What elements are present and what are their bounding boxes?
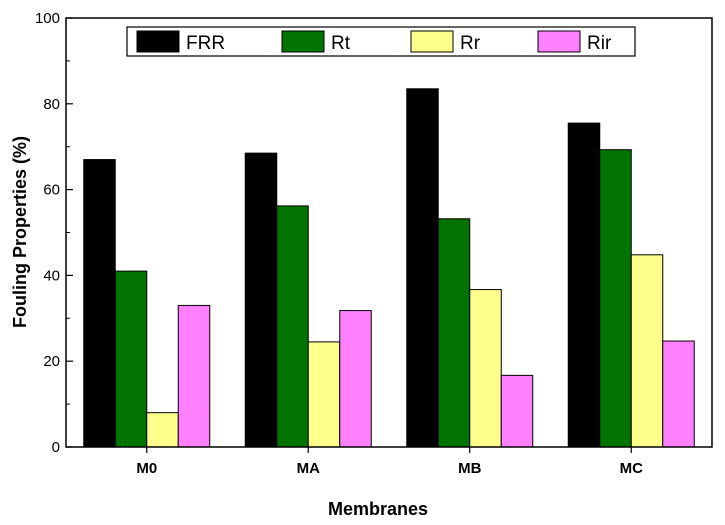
x-tick-label: MA <box>297 460 320 477</box>
bar-rir-m0 <box>177 304 211 448</box>
legend-label-rr: Rr <box>460 33 481 54</box>
legend-swatch-frr <box>136 30 180 53</box>
bar-rr-mb <box>469 289 502 448</box>
y-tick-label: 20 <box>43 353 60 370</box>
bar-rr-ma <box>307 341 341 448</box>
bar-rir-mc <box>662 340 695 448</box>
y-tick-label: 60 <box>43 182 60 199</box>
legend-items: FRR Rt Rr Rir <box>136 30 612 54</box>
bar-rt-mb <box>437 218 471 448</box>
bar-rt-mc <box>599 149 632 448</box>
y-ticks-group: 0 20 40 60 80 100 <box>35 10 73 456</box>
legend-label-rt: Rt <box>331 33 351 54</box>
x-tick-label: M0 <box>136 460 157 477</box>
bar-frr-ma <box>244 152 278 448</box>
x-tick-label: MB <box>458 460 481 477</box>
y-tick-label: 40 <box>43 267 60 284</box>
legend-swatch-rr <box>410 30 454 53</box>
legend-swatch-rir <box>537 30 581 53</box>
x-ticks-group: M0 MA MB MC <box>136 447 643 477</box>
y-axis-title: Fouling Properties (%) <box>10 136 30 328</box>
y-tick-label: 100 <box>35 10 60 27</box>
y-tick-label: 80 <box>43 96 60 113</box>
y-tick-label: 0 <box>52 439 60 456</box>
bar-frr-m0 <box>83 159 116 448</box>
bar-frr-mb <box>406 88 439 448</box>
bars-group <box>83 88 695 448</box>
legend-label-rir: Rir <box>587 33 612 54</box>
plot-frame <box>65 17 713 448</box>
bar-rt-ma <box>276 205 309 448</box>
bar-rt-m0 <box>114 270 148 448</box>
bar-rir-ma <box>339 310 372 448</box>
bar-rr-mc <box>630 254 664 448</box>
y-axis-title-group: Fouling Properties (%) <box>10 136 30 328</box>
x-axis-title: Membranes <box>328 499 428 519</box>
legend-label-frr: FRR <box>186 33 225 54</box>
bar-rir-mb <box>500 374 534 448</box>
bar-rr-m0 <box>146 412 179 448</box>
bar-frr-mc <box>567 122 601 448</box>
legend-swatch-rt <box>281 30 325 53</box>
legend: FRR Rt Rr Rir <box>126 26 636 57</box>
x-tick-label: MC <box>620 460 643 477</box>
